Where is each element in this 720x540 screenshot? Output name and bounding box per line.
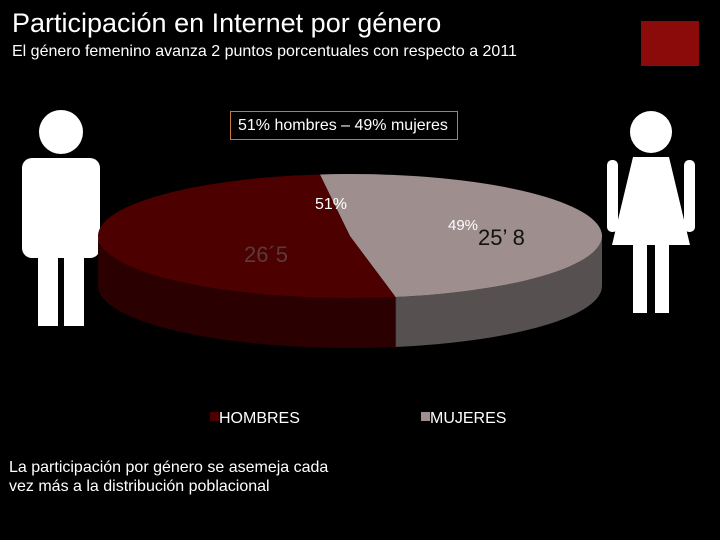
pie-chart: 51% 49% 26´5 25’ 8 [97,174,602,348]
legend-label-mujeres: MUJERES [430,410,506,427]
data-label-mujeres: 49% [448,217,478,234]
woman-icon [607,111,695,313]
accent-box [641,21,699,66]
slice-hombres-side [98,236,396,348]
man-icon [22,110,100,326]
highlight-box: 51% hombres – 49% mujeres [230,111,458,140]
footnote: La participación por género se asemeja c… [9,459,329,495]
chart-legend: HOMBRES MUJERES [210,410,506,427]
legend-swatch-hombres [210,412,219,421]
slide-subtitle: El género femenino avanza 2 puntos porce… [12,43,517,60]
slide-title: Participación en Internet por género [12,8,442,38]
annotation-mujeres: 25’ 8 [478,225,525,250]
slice-mujeres-side [395,236,602,347]
slice-hombres [97,174,396,299]
annotation-hombres: 26´5 [244,242,288,267]
slice-mujeres [320,174,602,297]
legend-swatch-mujeres [421,412,430,421]
data-label-hombres: 51% [315,196,347,213]
legend-label-hombres: HOMBRES [219,410,300,427]
